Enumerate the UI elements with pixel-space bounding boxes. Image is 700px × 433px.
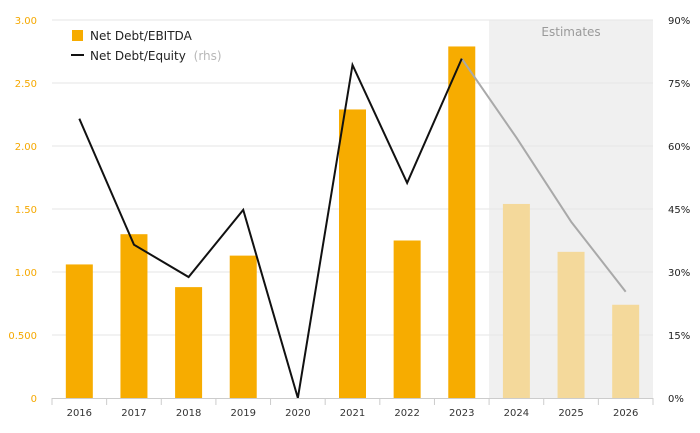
bar-net-debt-ebitda-2024 xyxy=(502,203,530,398)
left-tick-label: 0 xyxy=(31,394,37,405)
x-tick-label: 2022 xyxy=(394,408,419,419)
right-tick-label: 90% xyxy=(668,16,690,27)
bar-net-debt-ebitda-2017 xyxy=(120,234,148,398)
estimates-label: Estimates xyxy=(541,25,600,39)
line-net-debt-equity-estimate xyxy=(460,58,627,293)
x-tick-label: 2024 xyxy=(504,408,529,419)
left-tick-label: 0.500 xyxy=(8,331,37,342)
right-tick-label: 45% xyxy=(668,205,690,216)
right-tick-label: 0% xyxy=(668,394,684,405)
legend-label-net-debt-equity-main: Net Debt/Equity xyxy=(90,49,186,63)
x-tick-label: 2017 xyxy=(121,408,146,419)
bar-net-debt-ebitda-2018 xyxy=(175,287,203,398)
legend-label-rhs: (rhs) xyxy=(194,49,222,63)
left-tick-label: 1.00 xyxy=(15,268,37,279)
x-tick-label: 2026 xyxy=(613,408,638,419)
bar-net-debt-ebitda-2021 xyxy=(339,109,366,399)
x-tick-label: 2021 xyxy=(340,408,365,419)
bar-net-debt-ebitda-2026 xyxy=(612,304,640,398)
right-tick-label: 30% xyxy=(668,268,690,279)
left-tick-label: 3.00 xyxy=(15,16,37,27)
legend-swatch-net-debt-ebitda xyxy=(72,30,83,41)
bar-net-debt-ebitda-2025 xyxy=(557,251,585,398)
x-tick-label: 2018 xyxy=(176,408,201,419)
right-tick-label: 60% xyxy=(668,142,690,153)
bar-net-debt-ebitda-2023 xyxy=(448,46,476,399)
x-tick-label: 2023 xyxy=(449,408,474,419)
line-net-debt-equity-actual xyxy=(78,58,463,399)
x-tick-label: 2020 xyxy=(285,408,310,419)
x-tick-label: 2019 xyxy=(231,408,256,419)
bar-net-debt-ebitda-2019 xyxy=(229,255,257,398)
right-tick-label: 15% xyxy=(668,331,690,342)
legend-label-net-debt-ebitda: Net Debt/EBITDA xyxy=(90,29,193,43)
x-tick-label: 2025 xyxy=(558,408,583,419)
left-tick-label: 2.00 xyxy=(15,142,37,153)
left-tick-label: 1.50 xyxy=(15,205,37,216)
x-tick-label: 2016 xyxy=(67,408,92,419)
bar-net-debt-ebitda-2022 xyxy=(393,240,421,398)
left-tick-label: 2.50 xyxy=(15,79,37,90)
right-tick-label: 75% xyxy=(668,79,690,90)
bar-net-debt-ebitda-2016 xyxy=(65,264,93,398)
legend-label-net-debt-equity: Net Debt/Equity (rhs) xyxy=(90,49,222,63)
